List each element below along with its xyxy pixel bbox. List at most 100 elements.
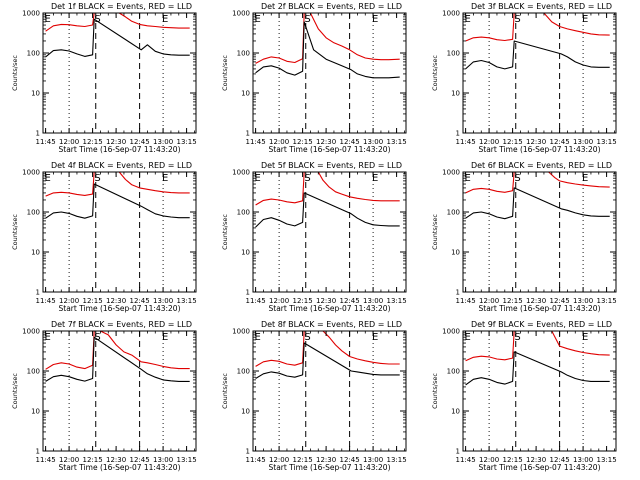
x-tick-label: 12:00 <box>479 138 499 146</box>
x-tick-label: 12:45 <box>550 138 570 146</box>
x-axis-label: Start Time (16-Sep-07 11:43:20) <box>59 463 181 472</box>
x-tick-label: 13:15 <box>387 138 407 146</box>
y-tick-label: 1000 <box>22 10 40 18</box>
plot-frame <box>462 330 617 452</box>
marker-s: S <box>94 332 100 343</box>
plot-title: Det 7f BLACK = Events, RED = LLD <box>51 320 192 329</box>
plot-panel-2: 1 10 100 1000 11:45 12:00 12:15 12:30 12:45 13:00… <box>221 2 407 154</box>
plot-title: Det 3f BLACK = Events, RED = LLD <box>471 2 612 11</box>
marker-s: S <box>304 173 310 184</box>
x-tick-label: 13:15 <box>387 456 407 464</box>
x-tick-label: 13:00 <box>573 138 593 146</box>
x-tick-label: 12:15 <box>83 138 103 146</box>
marker-e: E <box>372 14 378 25</box>
y-tick-label: 10 <box>31 408 40 416</box>
y-tick-label: 100 <box>27 368 40 376</box>
x-tick-label: 12:00 <box>59 456 79 464</box>
series-line-lld <box>45 12 190 32</box>
x-tick-label: 12:45 <box>130 138 150 146</box>
plot-panel-4: 1 10 100 1000 11:45 12:00 12:15 12:30 12:45 13:00… <box>11 161 197 313</box>
y-tick-label: 1 <box>36 130 40 138</box>
plot-frame <box>252 330 407 452</box>
y-tick-label: 1000 <box>442 328 460 336</box>
plot-title: Det 9f BLACK = Events, RED = LLD <box>471 320 612 329</box>
y-tick-label: 10 <box>451 90 460 98</box>
marker-e: E <box>254 173 260 184</box>
x-axis-label: Start Time (16-Sep-07 11:43:20) <box>59 145 181 154</box>
y-tick-label: 1000 <box>22 328 40 336</box>
series-line-lld <box>255 171 400 206</box>
y-tick-label: 1000 <box>232 10 250 18</box>
x-tick-label: 13:15 <box>597 138 617 146</box>
x-tick-label: 13:00 <box>153 138 173 146</box>
x-tick-label: 11:45 <box>36 138 56 146</box>
plot-panel-6: 1 10 100 1000 11:45 12:00 12:15 12:30 12:45 13:00… <box>431 161 617 313</box>
plot-panel-8: 1 10 100 1000 11:45 12:00 12:15 12:30 12:45 13:00… <box>221 320 407 472</box>
y-axis-label: Counts/sec <box>221 373 229 409</box>
plot-panel-1: 1 10 100 1000 11:45 12:00 12:15 12:30 12:45 13:00… <box>11 2 197 154</box>
plot-frame <box>42 330 197 452</box>
x-tick-label: 11:45 <box>246 297 266 305</box>
y-tick-label: 10 <box>241 249 250 257</box>
y-tick-label: 1 <box>456 289 460 297</box>
plot-frame <box>462 12 617 134</box>
y-tick-label: 1000 <box>442 10 460 18</box>
plot-frame <box>252 12 407 134</box>
x-tick-label: 13:15 <box>177 297 197 305</box>
y-axis-label: Counts/sec <box>431 373 439 409</box>
marker-e: E <box>162 173 168 184</box>
x-tick-label: 11:45 <box>36 297 56 305</box>
x-tick-label: 13:15 <box>177 456 197 464</box>
x-tick-label: 11:45 <box>456 456 476 464</box>
y-tick-label: 100 <box>237 368 250 376</box>
plot-frame <box>42 171 197 293</box>
x-tick-label: 13:00 <box>153 456 173 464</box>
series-line-events <box>255 342 400 379</box>
x-tick-label: 12:30 <box>106 297 126 305</box>
series-line-lld <box>465 330 610 362</box>
x-tick-label: 13:00 <box>573 297 593 305</box>
x-tick-label: 12:15 <box>503 456 523 464</box>
y-tick-label: 10 <box>451 249 460 257</box>
y-tick-label: 1 <box>36 289 40 297</box>
series-line-lld <box>255 330 400 367</box>
y-axis-label: Counts/sec <box>221 214 229 250</box>
marker-s: S <box>514 14 520 25</box>
plot-frame <box>42 12 197 134</box>
y-tick-label: 1 <box>36 448 40 456</box>
y-tick-label: 100 <box>237 50 250 58</box>
x-tick-label: 11:45 <box>246 138 266 146</box>
x-tick-label: 12:45 <box>340 456 360 464</box>
x-tick-label: 13:15 <box>597 456 617 464</box>
x-tick-label: 13:00 <box>363 138 383 146</box>
x-tick-label: 11:45 <box>456 138 476 146</box>
series-line-events <box>45 183 190 219</box>
x-tick-label: 12:30 <box>526 456 546 464</box>
x-axis-label: Start Time (16-Sep-07 11:43:20) <box>269 463 391 472</box>
x-tick-label: 12:15 <box>503 297 523 305</box>
marker-e: E <box>464 173 470 184</box>
x-tick-label: 13:15 <box>597 297 617 305</box>
marker-s: S <box>304 332 310 343</box>
plot-title: Det 2f BLACK = Events, RED = LLD <box>261 2 402 11</box>
y-tick-label: 1000 <box>232 169 250 177</box>
y-tick-label: 10 <box>31 90 40 98</box>
x-axis-label: Start Time (16-Sep-07 11:43:20) <box>479 145 601 154</box>
x-axis-label: Start Time (16-Sep-07 11:43:20) <box>479 463 601 472</box>
x-tick-label: 12:15 <box>83 297 103 305</box>
marker-e: E <box>44 332 50 343</box>
x-tick-label: 12:00 <box>59 138 79 146</box>
y-tick-label: 100 <box>447 368 460 376</box>
x-tick-label: 12:30 <box>106 456 126 464</box>
marker-e: E <box>464 332 470 343</box>
series-line-events <box>255 21 400 79</box>
x-tick-label: 12:30 <box>316 297 336 305</box>
x-tick-label: 12:15 <box>293 297 313 305</box>
y-tick-label: 1 <box>456 448 460 456</box>
x-axis-label: Start Time (16-Sep-07 11:43:20) <box>59 304 181 313</box>
marker-e: E <box>582 173 588 184</box>
y-tick-label: 100 <box>27 50 40 58</box>
plot-title: Det 8f BLACK = Events, RED = LLD <box>261 320 402 329</box>
marker-s: S <box>514 173 520 184</box>
